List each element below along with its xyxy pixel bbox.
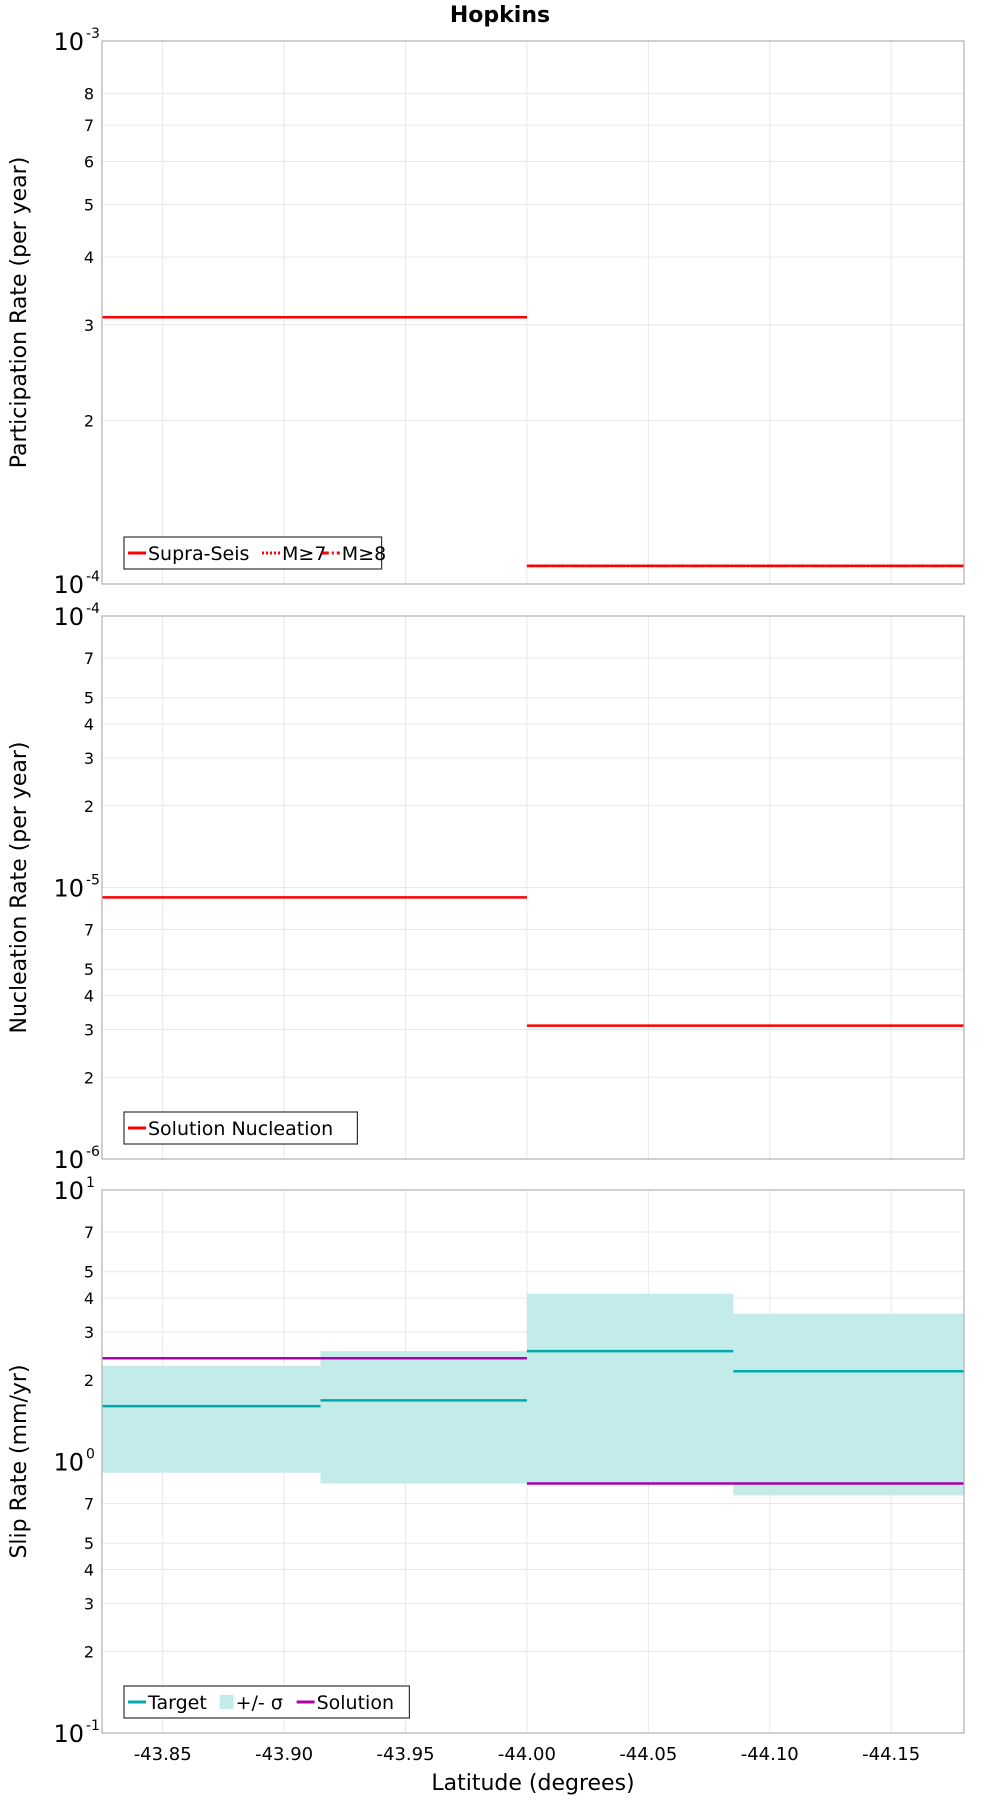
y-major-tick-label: 10 bbox=[53, 571, 84, 599]
y-tick-label: 3 bbox=[84, 1323, 94, 1342]
legend-box bbox=[123, 1685, 410, 1719]
y-tick-label: 5 bbox=[84, 1263, 94, 1282]
y-tick-label: 7 bbox=[84, 1495, 94, 1514]
y-tick-label: 2 bbox=[84, 412, 94, 431]
x-axis: -43.85 -43.90 -43.95 -44.00 -44.05 -44.10 -44.… bbox=[134, 1744, 920, 1765]
x-tick-label: -44.00 bbox=[498, 1744, 556, 1765]
x-tick-label: -43.90 bbox=[255, 1744, 313, 1765]
y-tick-label: 2 bbox=[84, 1371, 94, 1390]
y-major-tick-label: 10 bbox=[53, 875, 84, 903]
y-tick-label: 2 bbox=[84, 797, 94, 816]
chart-title: Hopkins bbox=[450, 3, 550, 28]
sigma-band-segment bbox=[733, 1313, 964, 1496]
y-axis-label: Nucleation Rate (per year) bbox=[7, 742, 32, 1034]
y-major-tick-label: 10 bbox=[53, 28, 84, 56]
y-tick-label: 7 bbox=[84, 649, 94, 668]
plot-area bbox=[102, 41, 964, 584]
y-tick-label: 7 bbox=[84, 921, 94, 940]
legend-label: Solution bbox=[317, 1692, 394, 1714]
y-tick-label: 3 bbox=[84, 1594, 94, 1613]
legend-label: Target bbox=[147, 1692, 207, 1714]
x-tick-label: -44.15 bbox=[862, 1744, 920, 1765]
y-tick-label: 7 bbox=[84, 116, 94, 135]
y-major-tick-exponent: -4 bbox=[86, 569, 100, 585]
y-axis-label: Participation Rate (per year) bbox=[7, 157, 32, 469]
plot-frame bbox=[101, 615, 965, 1160]
legend-label: M≥8 bbox=[342, 543, 386, 565]
y-major-tick-label: 10 bbox=[53, 1449, 84, 1477]
sigma-band-segment bbox=[320, 1351, 527, 1484]
y-tick-label: 2 bbox=[84, 1068, 94, 1087]
legend-swatch-sigma bbox=[219, 1695, 234, 1709]
y-major-tick-exponent: 0 bbox=[86, 1447, 95, 1463]
y-tick-label: 3 bbox=[84, 1020, 94, 1039]
x-axis-label: Latitude (degrees) bbox=[431, 1771, 634, 1796]
legend-label: +/- σ bbox=[236, 1692, 283, 1714]
y-major-tick-exponent: -5 bbox=[86, 873, 100, 889]
legend: Supra-Seis M≥7 M≥8 bbox=[123, 536, 386, 570]
y-tick-label: 4 bbox=[84, 1289, 94, 1308]
legend-label: M≥7 bbox=[282, 543, 326, 565]
legend: Target +/- σ Solution bbox=[123, 1685, 410, 1719]
y-major-tick-label: 10 bbox=[53, 1720, 84, 1748]
y-tick-label: 3 bbox=[84, 749, 94, 768]
y-axis-label: Slip Rate (mm/yr) bbox=[7, 1364, 32, 1558]
y-tick-label: 4 bbox=[84, 715, 94, 734]
plot-frame bbox=[101, 40, 965, 585]
x-tick-label: -43.95 bbox=[377, 1744, 435, 1765]
plot-frame bbox=[101, 1189, 965, 1734]
y-tick-label: 4 bbox=[84, 248, 94, 267]
x-tick-label: -43.85 bbox=[134, 1744, 192, 1765]
x-tick-label: -44.10 bbox=[741, 1744, 799, 1765]
y-tick-label: 8 bbox=[84, 85, 94, 104]
y-tick-label: 7 bbox=[84, 1223, 94, 1242]
y-major-tick-label: 10 bbox=[53, 1146, 84, 1174]
y-tick-label: 2 bbox=[84, 1642, 94, 1661]
sigma-band-segment bbox=[526, 1293, 734, 1484]
y-major-tick-label: 10 bbox=[53, 603, 84, 631]
y-tick-label: 4 bbox=[84, 1561, 94, 1580]
y-tick-label: 5 bbox=[84, 689, 94, 708]
y-tick-label: 6 bbox=[84, 152, 94, 171]
y-major-tick-exponent: -4 bbox=[86, 601, 100, 617]
y-major-tick-exponent: -6 bbox=[86, 1144, 100, 1160]
y-major-tick-exponent: 1 bbox=[86, 1175, 95, 1191]
y-major-tick-exponent: -3 bbox=[86, 26, 100, 42]
y-tick-label: 5 bbox=[84, 960, 94, 979]
legend-label: Supra-Seis bbox=[148, 543, 249, 565]
y-major-tick-label: 10 bbox=[53, 1177, 84, 1205]
x-tick-label: -44.05 bbox=[619, 1744, 677, 1765]
y-tick-label: 5 bbox=[84, 1534, 94, 1553]
legend: Solution Nucleation bbox=[123, 1111, 358, 1145]
legend-box bbox=[123, 1111, 358, 1145]
legend-label: Solution Nucleation bbox=[148, 1118, 333, 1140]
y-tick-label: 5 bbox=[84, 195, 94, 214]
y-tick-label: 3 bbox=[84, 316, 94, 335]
y-major-tick-exponent: -1 bbox=[86, 1718, 100, 1734]
y-tick-label: 4 bbox=[84, 987, 94, 1006]
sigma-band-segment bbox=[102, 1365, 321, 1473]
